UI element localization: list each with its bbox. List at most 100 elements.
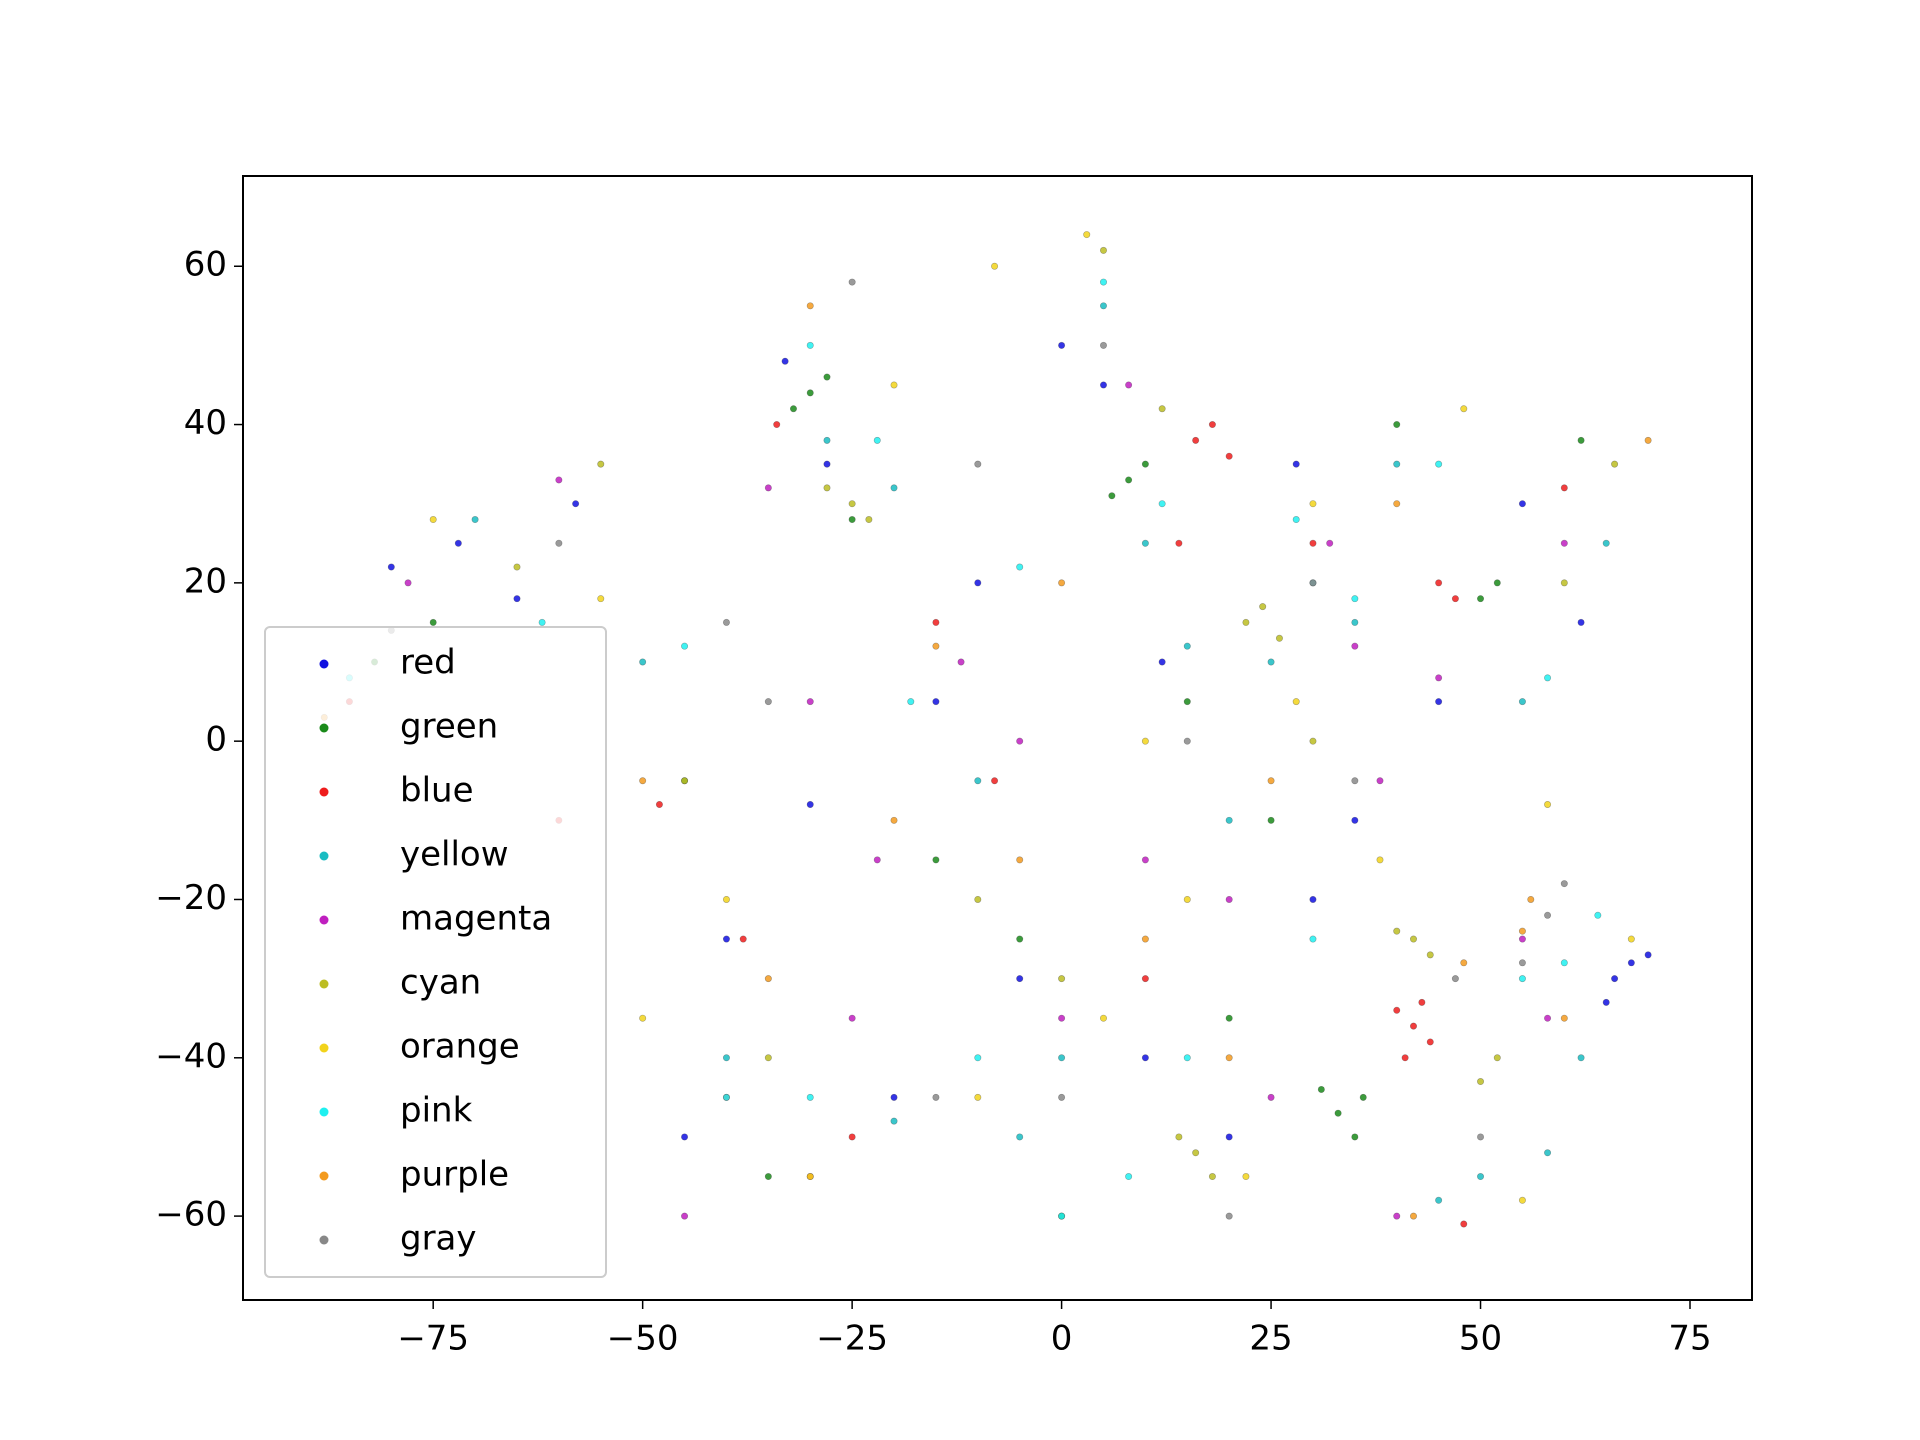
legend-label: cyan (400, 963, 481, 1003)
legend-marker (319, 787, 329, 797)
x-tick-label: −75 (397, 1319, 469, 1359)
point (991, 262, 999, 270)
point (1108, 492, 1116, 500)
point (1410, 1022, 1418, 1030)
legend-marker (319, 851, 329, 861)
point (1175, 1133, 1183, 1141)
point (974, 777, 982, 785)
point (1317, 1085, 1325, 1093)
point (1016, 975, 1024, 983)
point (873, 436, 881, 444)
point (806, 1093, 814, 1101)
point (1435, 460, 1443, 468)
point (1292, 516, 1300, 524)
point (932, 1093, 940, 1101)
point (764, 975, 772, 983)
point (974, 1093, 982, 1101)
point (538, 618, 546, 626)
point (722, 935, 730, 943)
legend-label: red (400, 643, 456, 683)
point (1016, 737, 1024, 745)
point (1309, 737, 1317, 745)
legend-label: yellow (400, 835, 509, 875)
point (848, 278, 856, 286)
point (1544, 1014, 1552, 1022)
point (932, 856, 940, 864)
y-tick-label: 40 (184, 403, 227, 443)
x-tick-label: −25 (816, 1319, 888, 1359)
point (932, 698, 940, 706)
point (1099, 381, 1107, 389)
point (1141, 935, 1149, 943)
legend-label: orange (400, 1027, 520, 1067)
point (974, 895, 982, 903)
point (1418, 998, 1426, 1006)
point (1518, 975, 1526, 983)
point (848, 500, 856, 508)
point (1058, 1054, 1066, 1062)
point (1460, 959, 1468, 967)
point (1158, 405, 1166, 413)
x-tick-label: −50 (607, 1319, 679, 1359)
point (1175, 539, 1183, 547)
point (806, 389, 814, 397)
point (1292, 460, 1300, 468)
point (1477, 1133, 1485, 1141)
legend-marker (319, 723, 329, 733)
point (1099, 341, 1107, 349)
point (1141, 460, 1149, 468)
point (1644, 436, 1652, 444)
point (1611, 975, 1619, 983)
point (1292, 698, 1300, 706)
point (1351, 595, 1359, 603)
point (1351, 816, 1359, 824)
point (1158, 658, 1166, 666)
point (1326, 539, 1334, 547)
point (1518, 500, 1526, 508)
point (890, 381, 898, 389)
point (1058, 1212, 1066, 1220)
point (1141, 539, 1149, 547)
legend-label: blue (400, 771, 474, 811)
point (1158, 500, 1166, 508)
y-tick-label: 20 (184, 561, 227, 601)
point (1208, 421, 1216, 429)
point (722, 895, 730, 903)
y-tick-label: −20 (155, 878, 227, 918)
point (454, 539, 462, 547)
point (1435, 674, 1443, 682)
point (1183, 737, 1191, 745)
y-tick-label: −40 (155, 1036, 227, 1076)
point (1099, 278, 1107, 286)
point (1083, 231, 1091, 239)
point (555, 539, 563, 547)
point (555, 476, 563, 484)
point (974, 579, 982, 587)
point (1099, 246, 1107, 254)
point (1560, 1014, 1568, 1022)
point (681, 777, 689, 785)
point (722, 1054, 730, 1062)
point (1309, 935, 1317, 943)
point (1125, 381, 1133, 389)
point (1016, 1133, 1024, 1141)
x-tick-label: 25 (1249, 1319, 1292, 1359)
point (1125, 476, 1133, 484)
point (1577, 1054, 1585, 1062)
x-tick-label: 50 (1459, 1319, 1502, 1359)
point (1410, 1212, 1418, 1220)
point (890, 1117, 898, 1125)
point (1225, 1212, 1233, 1220)
point (1141, 737, 1149, 745)
point (764, 484, 772, 492)
point (1451, 975, 1459, 983)
point (1225, 452, 1233, 460)
point (848, 1133, 856, 1141)
point (932, 618, 940, 626)
point (806, 698, 814, 706)
point (1141, 856, 1149, 864)
point (655, 800, 663, 808)
point (974, 1054, 982, 1062)
point (773, 421, 781, 429)
